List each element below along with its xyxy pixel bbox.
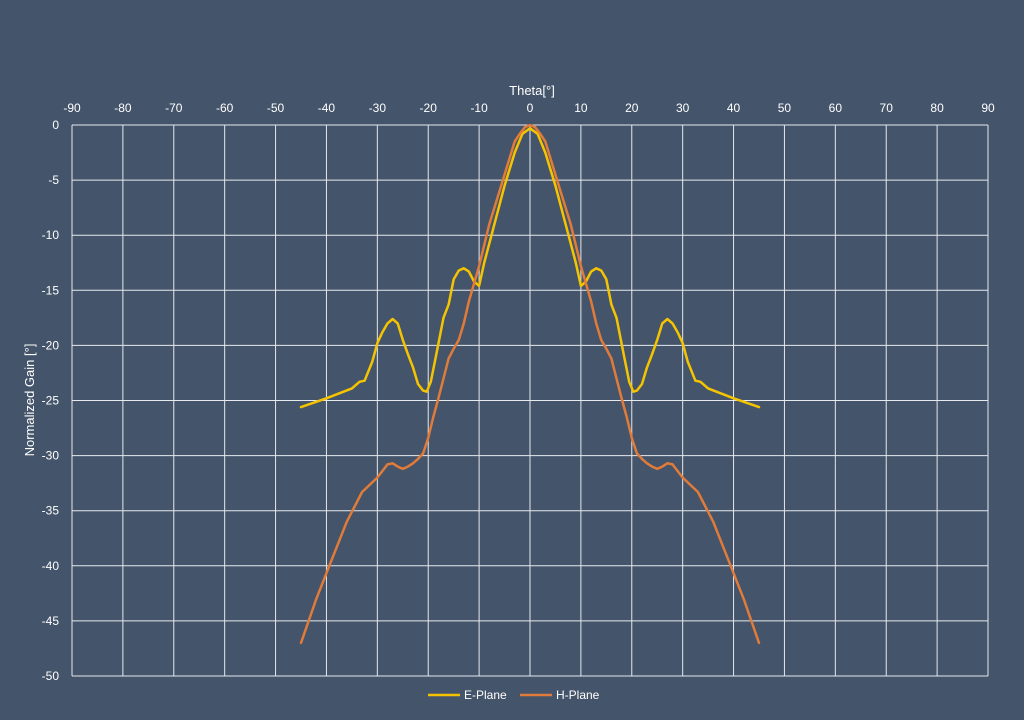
y-tick-label: -5 (48, 173, 59, 187)
grid (71, 124, 989, 677)
series-line-e-plane (299, 127, 761, 409)
y-axis-title: Normalized Gain [°] (22, 344, 37, 457)
x-tick-label: 90 (981, 101, 995, 115)
x-tick-label: 70 (880, 101, 894, 115)
y-tick-label: -15 (42, 283, 60, 297)
x-tick-label: 50 (778, 101, 792, 115)
x-tick-label: -60 (216, 101, 234, 115)
y-tick-label: -25 (42, 394, 60, 408)
y-tick-label: -35 (42, 504, 60, 518)
y-tick-label: -30 (42, 449, 60, 463)
x-tick-label: 40 (727, 101, 741, 115)
x-tick-label: -90 (63, 101, 81, 115)
legend-label-h-plane: H-Plane (556, 688, 600, 702)
y-tick-label: -10 (42, 228, 60, 242)
x-tick-labels: -90 -80 -70 -60 -50 -40 -30 -20 -10 0 10 20 30 40 50 60… (63, 101, 995, 115)
x-tick-label: 20 (625, 101, 639, 115)
y-tick-label: 0 (52, 118, 59, 132)
x-tick-label: 80 (930, 101, 944, 115)
y-tick-labels: 0 -5 -10 -15 -20 -25 -30 -35 -40 -45 -50 (42, 118, 60, 683)
y-tick-label: -40 (42, 559, 60, 573)
y-tick-label: -45 (42, 614, 60, 628)
x-tick-label: -70 (165, 101, 183, 115)
legend-item-h-plane: H-Plane (520, 688, 600, 702)
legend-item-e-plane: E-Plane (428, 688, 507, 702)
x-tick-label: -80 (114, 101, 132, 115)
y-tick-label: -50 (42, 669, 60, 683)
x-tick-label: -40 (318, 101, 336, 115)
legend: E-Plane H-Plane (428, 688, 600, 702)
x-tick-label: -30 (369, 101, 387, 115)
x-tick-label: 0 (527, 101, 534, 115)
x-tick-label: 30 (676, 101, 690, 115)
x-axis-title: Theta[°] (509, 83, 555, 98)
x-tick-label: 10 (574, 101, 588, 115)
x-tick-label: -10 (470, 101, 488, 115)
series-line-h-plane (299, 123, 761, 645)
x-tick-label: -20 (420, 101, 438, 115)
y-tick-label: -20 (42, 338, 60, 352)
series-lines (299, 123, 761, 645)
x-tick-label: -50 (267, 101, 285, 115)
legend-label-e-plane: E-Plane (464, 688, 507, 702)
x-tick-label: 60 (829, 101, 843, 115)
